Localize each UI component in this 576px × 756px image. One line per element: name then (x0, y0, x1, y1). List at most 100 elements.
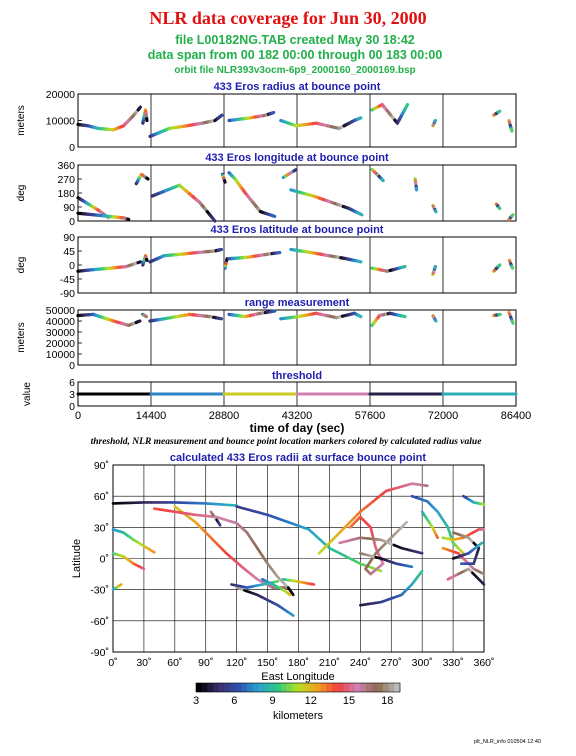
panel-title: 433 Eros latitude at bounce point (211, 224, 384, 236)
panel-title: 433 Eros radius at bounce point (214, 81, 381, 93)
panel-title: threshold (272, 370, 322, 382)
colorbar-swatch (309, 683, 316, 692)
time-panel: threshold 630 value (22, 370, 518, 413)
time-axis: 0 14400 28800 43200 57600 72000 86400 ti… (75, 410, 531, 435)
time-tick-label: 14400 (136, 410, 167, 422)
y-tick-label: -90 (60, 288, 75, 300)
time-tick-label: 86400 (501, 410, 532, 422)
data-mark (497, 263, 502, 268)
panel-title: 433 Eros longitude at bounce point (205, 152, 389, 164)
radius-colorbar: 3 6 9 12 15 18 kilometers (193, 682, 401, 722)
data-mark (404, 102, 410, 110)
y-tick-label: 20000 (46, 89, 75, 101)
time-tick-label: 57600 (355, 410, 386, 422)
time-panel: range measurement 50000400003000020000100… (16, 297, 517, 372)
colorbar-tick-label: 12 (305, 695, 317, 707)
y-tick-label: 270 (57, 174, 75, 186)
map-data-mark (418, 551, 424, 555)
data-mark (210, 216, 217, 223)
map-data-mark (118, 583, 123, 587)
colorbar-swatch (377, 683, 384, 692)
y-axis-label: meters (16, 322, 27, 353)
colorbar-tick-label: 15 (343, 695, 355, 707)
panel-title: range measurement (245, 297, 350, 309)
map-x-tick-label: 150˚ (257, 657, 278, 669)
time-panel: 433 Eros longitude at bounce point 360 270… (16, 152, 517, 228)
map-data-mark (419, 569, 424, 574)
map-y-tick-label: -60˚ (90, 616, 109, 628)
data-mark (510, 265, 515, 270)
colorbar-swatch (332, 683, 339, 692)
colorbar-swatch (360, 683, 367, 692)
map-x-tick-label: 360˚ (473, 657, 494, 669)
data-mark (433, 209, 438, 214)
footer-stamp: plt_NLR_info 010504 12:40 (474, 739, 541, 745)
map-data-mark (141, 566, 146, 571)
map-data-mark (478, 541, 484, 546)
data-mark (219, 113, 224, 118)
y-axis-label: meters (16, 105, 27, 136)
map-y-tick-label: -90˚ (90, 647, 109, 659)
colorbar-swatch (337, 683, 344, 692)
y-axis-label: deg (16, 185, 27, 202)
data-mark (510, 213, 515, 218)
data-mark (380, 177, 385, 183)
y-tick-label: 3 (69, 389, 75, 401)
map-data-mark (291, 592, 295, 597)
colorbar-swatch (230, 683, 237, 692)
colorbar-swatch (320, 683, 327, 692)
colorbar-swatch (388, 683, 395, 692)
data-mark (136, 319, 142, 324)
data-mark (292, 168, 298, 173)
colorbar-tick-label: 9 (269, 695, 275, 707)
colorbar-swatch (264, 683, 271, 692)
y-axis-label: value (22, 382, 33, 406)
colorbar-swatch (269, 683, 276, 692)
colorbar-swatch (366, 683, 373, 692)
colorbar-swatch (218, 683, 225, 692)
y-tick-label: 20000 (46, 338, 75, 350)
orbit-file-line: orbit file NLR393v3ocm-6p9_2000160_20001… (174, 65, 415, 76)
colorbar-swatch (349, 683, 356, 692)
map-y-tick-label: 90˚ (94, 460, 109, 472)
colorbar-label: kilometers (273, 710, 324, 722)
map-x-tick-label: 0˚ (108, 657, 117, 669)
time-tick-label: 43200 (282, 410, 313, 422)
map-data-mark (403, 520, 409, 526)
colorbar-swatch (315, 683, 322, 692)
y-tick-label: 0 (69, 401, 75, 413)
y-tick-label: 40000 (46, 316, 75, 328)
data-mark (358, 314, 363, 319)
colorbar-swatch (275, 683, 282, 692)
map-x-tick-label: 270˚ (381, 657, 402, 669)
data-mark (400, 264, 407, 269)
y-tick-label: 360 (57, 160, 75, 172)
colorbar-swatch (292, 683, 299, 692)
map-x-tick-label: 30˚ (136, 657, 151, 669)
map-data-mark (290, 613, 295, 617)
map-x-axis-label: East Longitude (261, 671, 334, 683)
bounce-point-map: calculated 433 Eros radii at surface bou… (71, 452, 495, 683)
time-tick-label: 0 (75, 410, 81, 422)
y-tick-label: 0 (69, 216, 75, 228)
time-axis-label: time of day (sec) (250, 421, 345, 435)
map-x-tick-label: 90˚ (198, 657, 213, 669)
time-panel: 433 Eros radius at bounce point 20000 1000… (16, 81, 517, 154)
y-tick-label: 10000 (46, 116, 75, 128)
map-y-tick-label: 0˚ (100, 554, 109, 566)
map-y-tick-label: -30˚ (90, 585, 109, 597)
data-mark (358, 212, 364, 217)
map-y-tick-label: 60˚ (94, 491, 109, 503)
map-data-mark (151, 550, 156, 554)
time-series-panels: 433 Eros radius at bounce point 20000 1000… (16, 81, 518, 413)
file-info-line: file L00182NG.TAB created May 30 18:42 (175, 33, 415, 47)
colorbar-swatch (326, 683, 333, 692)
colorbar-swatch (224, 683, 231, 692)
y-tick-label: -45 (60, 274, 75, 286)
colorbar-swatch (286, 683, 293, 692)
colorbar-tick-label: 6 (231, 695, 237, 707)
colorbar-frame (195, 682, 401, 693)
colorbar-swatch (354, 683, 361, 692)
data-mark (137, 105, 142, 111)
